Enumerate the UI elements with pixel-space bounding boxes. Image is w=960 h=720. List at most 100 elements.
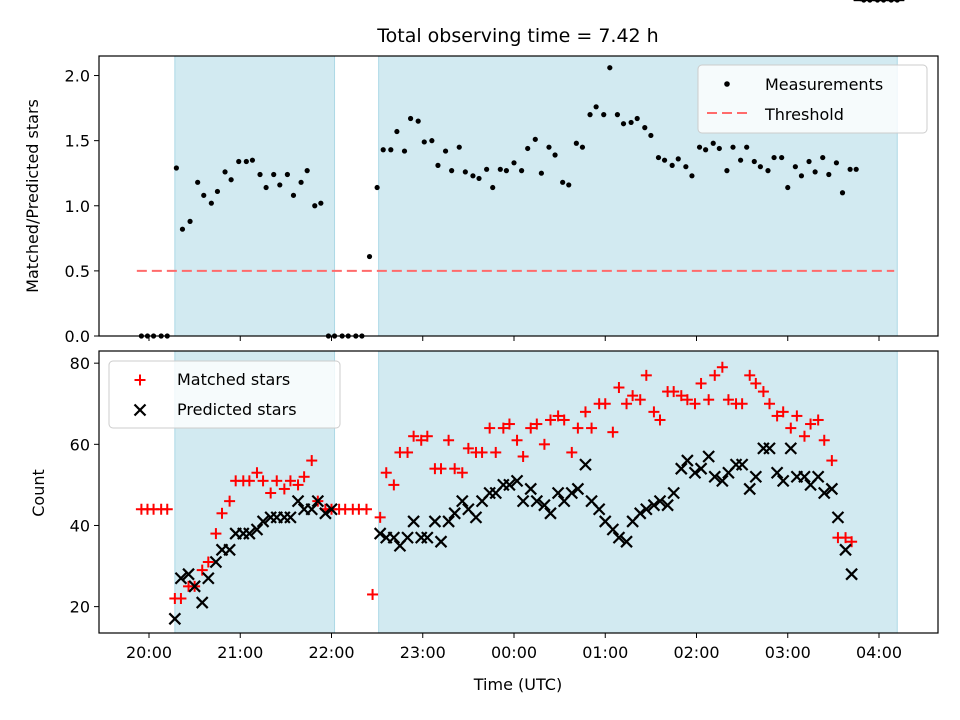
predicted-star-point <box>845 567 858 581</box>
y-tick-label: 1.5 <box>65 132 90 151</box>
matched-star-point <box>415 434 427 446</box>
matched-star-point <box>805 418 817 430</box>
top-panel: 0.00.51.01.52.0 Matched/Predicted stars … <box>23 0 939 346</box>
measurement-point <box>669 162 675 168</box>
predicted-star-point <box>243 527 256 540</box>
predicted-star-point <box>817 486 831 500</box>
measurement-point <box>587 112 593 118</box>
matched-star-point <box>292 479 304 491</box>
measurement-point <box>401 148 408 154</box>
cross-b <box>250 523 264 536</box>
cross-b <box>434 535 448 548</box>
measurement-point <box>655 154 662 161</box>
top-y-ticks: 0.0 0.5 1.0 1.5 2.0 <box>65 67 99 346</box>
cross-b <box>456 494 469 508</box>
predicted-star-point <box>195 596 209 609</box>
predicted-star-point <box>770 466 784 480</box>
x-tick-label: 20:00 <box>126 643 172 662</box>
bottom-y-ticks: 20 40 60 80 <box>70 354 99 617</box>
predicted-star-point <box>291 494 305 508</box>
predicted-star-point <box>538 498 551 512</box>
predicted-star-point <box>524 482 538 496</box>
cross-b <box>825 482 839 496</box>
x-tick-label: 04:00 <box>856 643 902 662</box>
cross-b <box>675 462 688 475</box>
measurement-point <box>214 188 221 195</box>
measurement-point <box>374 184 380 191</box>
predicted-star-point <box>250 523 264 536</box>
cross-b <box>776 474 790 488</box>
measurement-point <box>421 139 427 145</box>
measurement-point <box>179 226 186 232</box>
matched-star-point <box>771 410 783 422</box>
measurement-point <box>730 144 736 150</box>
cross-b <box>551 486 565 500</box>
cross-b <box>174 571 188 585</box>
matched-star-point <box>818 434 830 446</box>
bottom-x-ticks: 20:00 21:00 22:00 23:00 00:00 01:00 02:00 03:00… <box>126 633 902 662</box>
matched-star-point <box>689 398 701 410</box>
cross-b <box>749 470 763 484</box>
predicted-star-point <box>510 474 524 488</box>
measurement-point <box>195 179 201 185</box>
matched-star-point <box>408 430 420 442</box>
predicted-star-point <box>592 502 606 516</box>
y-tick-label: 40 <box>70 516 90 535</box>
predicted-star-point <box>551 486 565 500</box>
cross-b <box>223 543 236 557</box>
y-tick-label: 80 <box>70 354 90 373</box>
measurement-point <box>243 158 249 165</box>
matched-star-point <box>613 382 625 394</box>
cross-b <box>694 462 708 475</box>
matched-star-point <box>402 446 414 458</box>
matched-star-point <box>374 511 386 523</box>
predicted-star-point <box>688 466 702 480</box>
predicted-star-point <box>633 507 647 520</box>
matched-star-point <box>558 414 570 426</box>
cross-b <box>612 531 626 544</box>
matched-star-point <box>744 369 756 381</box>
cross-b <box>811 470 825 484</box>
cross-b <box>743 482 757 496</box>
predicted-star-point <box>839 543 852 557</box>
matched-star-point <box>538 438 550 450</box>
matched-star-point <box>175 593 187 605</box>
cross-b <box>503 478 516 492</box>
bottom-axes-frame <box>98 350 939 634</box>
matched-star-point <box>599 398 611 410</box>
predicted-star-point <box>434 535 448 548</box>
matched-star-point <box>278 483 290 495</box>
predicted-star-point <box>702 450 715 463</box>
top-legend-box <box>697 64 928 134</box>
cross-b <box>585 494 598 508</box>
legend-matched-label: Matched stars <box>177 370 290 389</box>
matched-star-point <box>757 386 769 398</box>
legend-predicted-label: Predicted stars <box>177 400 297 419</box>
predicted-stars-series <box>168 0 905 626</box>
legend-threshold-label: Threshold <box>764 105 844 124</box>
matched-star-point <box>517 450 529 462</box>
legend-matched-marker <box>134 374 146 386</box>
predicted-star-point <box>784 442 798 455</box>
measurement-point <box>628 119 634 126</box>
matched-star-point <box>648 406 660 418</box>
predicted-star-point <box>620 535 633 548</box>
predicted-star-point <box>209 555 223 569</box>
cross-b <box>544 507 557 520</box>
measurement-point <box>228 177 234 183</box>
predicted-star-point <box>716 474 729 488</box>
cross-b <box>284 511 297 524</box>
matched-star-point <box>456 467 468 479</box>
predicted-star-point <box>606 523 620 536</box>
y-tick-label: 0.5 <box>65 262 90 281</box>
measurement-point <box>552 152 558 158</box>
predicted-star-point <box>811 470 825 484</box>
predicted-star-point <box>188 580 201 593</box>
bottom-y-axis-label: Count <box>29 469 48 517</box>
bottom-legend: Matched stars Predicted stars <box>108 360 341 429</box>
measurement-point <box>449 168 455 174</box>
cross-b <box>763 442 776 455</box>
cross-b <box>633 507 647 520</box>
matched-star-point <box>511 434 523 446</box>
cross-b <box>442 515 455 528</box>
